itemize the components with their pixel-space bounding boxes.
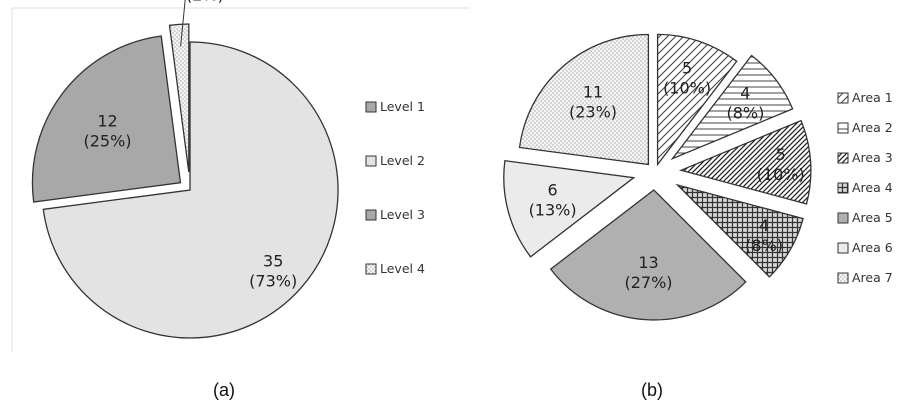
data-label-percent: (10%) xyxy=(757,165,805,184)
slice-area-3 xyxy=(678,119,812,205)
data-label-percent: (23%) xyxy=(569,102,617,121)
data-label-value: 13 xyxy=(638,253,658,272)
slice-area-5 xyxy=(549,189,747,321)
data-label-percent: (27%) xyxy=(624,273,672,292)
slice-area-2 xyxy=(670,54,794,161)
data-label-value: 4 xyxy=(740,84,750,103)
data-label-value: 11 xyxy=(583,82,603,101)
slice-area-7 xyxy=(518,33,650,166)
legend-swatch xyxy=(837,92,849,104)
pie-chart-a: 35(73%)12(25%)1(2%) xyxy=(31,0,339,339)
data-label-value: 5 xyxy=(682,58,692,77)
legend-entry: Area 2 xyxy=(852,120,893,135)
legend-swatch xyxy=(365,155,377,167)
data-label-percent: (8%) xyxy=(726,104,764,123)
leader-line xyxy=(180,0,186,47)
data-label-percent: (25%) xyxy=(83,132,131,151)
data-label-value: 6 xyxy=(548,180,558,199)
legend-swatch xyxy=(837,182,849,194)
slice-level-3 xyxy=(31,35,182,203)
slice-level-4 xyxy=(168,23,190,173)
legend-swatch xyxy=(365,263,377,275)
legend-entry: Area 6 xyxy=(852,240,893,255)
slice-area-1 xyxy=(656,33,738,167)
data-label-percent: (13%) xyxy=(529,200,577,219)
legend-entry: Area 7 xyxy=(852,270,893,285)
legend-entry: Area 4 xyxy=(852,180,893,195)
legend-entry: Area 3 xyxy=(852,150,893,165)
slice-area-6 xyxy=(503,159,636,258)
legend-entry: Level 2 xyxy=(380,153,425,168)
data-label-value: 12 xyxy=(97,112,117,131)
caption-a: (a) xyxy=(213,380,235,400)
legend-entry: Area 5 xyxy=(852,210,893,225)
legend-entry: Level 4 xyxy=(380,261,425,276)
legend-swatch xyxy=(365,101,377,113)
slice-level-2 xyxy=(42,41,339,339)
legend-entry: Area 1 xyxy=(852,90,893,105)
data-label-percent: (73%) xyxy=(249,272,297,291)
legend-a: Level 1 Level 2 Level 3 Level 4 xyxy=(365,99,425,276)
data-label-percent: (10%) xyxy=(663,78,711,97)
data-label-value: 35 xyxy=(263,252,283,271)
data-label-percent: (8%) xyxy=(745,236,783,255)
slice-area-4 xyxy=(675,183,804,278)
data-label-value: 5 xyxy=(776,145,786,164)
legend-swatch xyxy=(365,209,377,221)
data-label-value: 4 xyxy=(759,216,769,235)
legend-b: Area 1 Area 2 Area 3 Area 4 Area 5 Area 6 Area… xyxy=(837,90,893,285)
legend-entry: Level 1 xyxy=(380,99,425,114)
legend-swatch xyxy=(837,242,849,254)
legend-swatch xyxy=(837,212,849,224)
legend-swatch xyxy=(837,122,849,134)
pie-chart-b: 5(10%) 4(8%)5(10%)4(8%)13(27%)6(13%)11(23… xyxy=(503,33,812,321)
legend-swatch xyxy=(837,272,849,284)
legend-swatch xyxy=(837,152,849,164)
caption-b: (b) xyxy=(641,380,663,400)
data-label-percent: (2%) xyxy=(186,0,224,4)
legend-entry: Level 3 xyxy=(380,207,425,222)
